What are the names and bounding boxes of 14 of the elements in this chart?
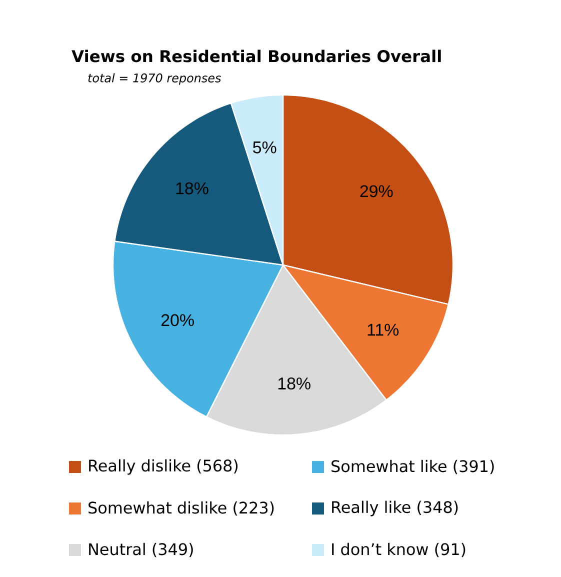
data-label: 5%	[253, 141, 276, 154]
legend-label: Neutral (349)	[89, 542, 193, 558]
legend-label: Somewhat like (391)	[332, 460, 494, 474]
chart-title: Views on Residential Boundaries Overall	[72, 50, 441, 62]
data-label: 18%	[278, 377, 310, 390]
data-label: 18%	[176, 182, 208, 194]
legend-label: Somewhat dislike (223)	[88, 501, 274, 516]
data-label: 20%	[161, 314, 194, 326]
data-label: 29%	[360, 185, 393, 198]
data-label: 11%	[368, 324, 399, 336]
chart-subtitle: total = 1970 reponses	[88, 73, 222, 85]
legend-label: I don’t know (91)	[332, 542, 466, 558]
legend-label: Really dislike (568)	[89, 459, 238, 475]
legend-label: Really like (348)	[332, 500, 458, 516]
